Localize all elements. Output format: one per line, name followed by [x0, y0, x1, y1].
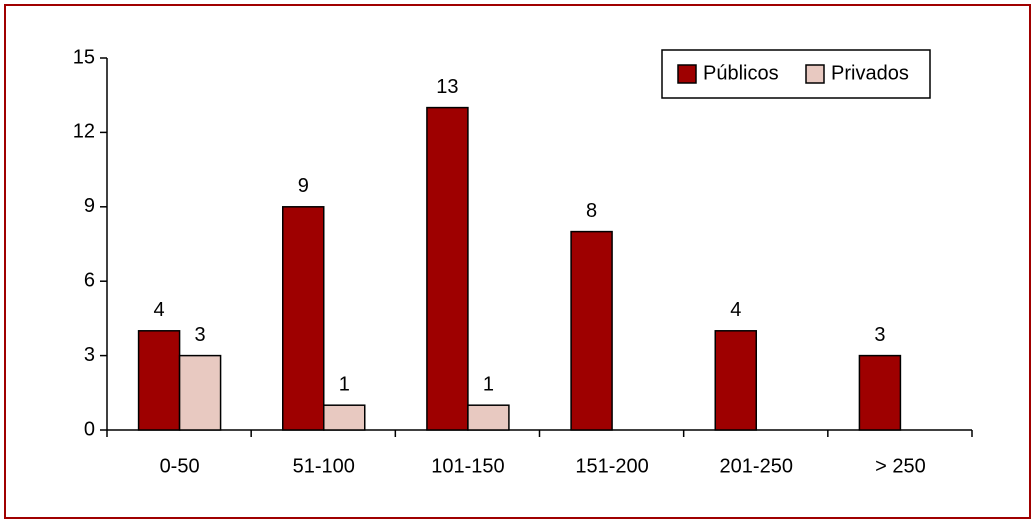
- bar: [467, 404, 510, 431]
- x-tick-label: 51-100: [293, 455, 355, 477]
- value-label: 9: [298, 175, 309, 197]
- value-label: 3: [195, 324, 206, 346]
- x-tick-label: 201-250: [720, 455, 793, 477]
- bar: [282, 206, 325, 431]
- bar: [323, 404, 366, 431]
- bar: [714, 330, 757, 431]
- x-tick-label: 101-150: [431, 455, 504, 477]
- x-tick-label: > 250: [875, 455, 926, 477]
- bar: [426, 106, 469, 431]
- value-label: 1: [483, 373, 494, 395]
- value-label: 8: [586, 200, 597, 222]
- y-tick-label: 9: [84, 195, 95, 217]
- bar: [858, 354, 902, 431]
- legend-swatch: [805, 64, 825, 84]
- value-label: 4: [154, 299, 165, 321]
- y-tick-label: 3: [84, 344, 95, 366]
- y-tick-label: 15: [73, 46, 95, 68]
- value-label: 1: [339, 373, 350, 395]
- value-label: 3: [874, 324, 885, 346]
- legend-swatch: [677, 64, 697, 84]
- y-tick-label: 6: [84, 269, 95, 291]
- legend-label: Privados: [831, 62, 909, 84]
- y-tick-label: 0: [84, 418, 95, 440]
- value-label: 13: [436, 76, 458, 98]
- legend-label: Públicos: [703, 62, 779, 84]
- bar: [137, 330, 181, 431]
- x-tick-label: 151-200: [575, 455, 648, 477]
- legend-box: [661, 49, 931, 99]
- value-label: 4: [730, 299, 741, 321]
- y-tick-label: 12: [73, 121, 95, 143]
- bar: [178, 354, 222, 431]
- x-tick-label: 0-50: [160, 455, 200, 477]
- bar: [570, 230, 613, 431]
